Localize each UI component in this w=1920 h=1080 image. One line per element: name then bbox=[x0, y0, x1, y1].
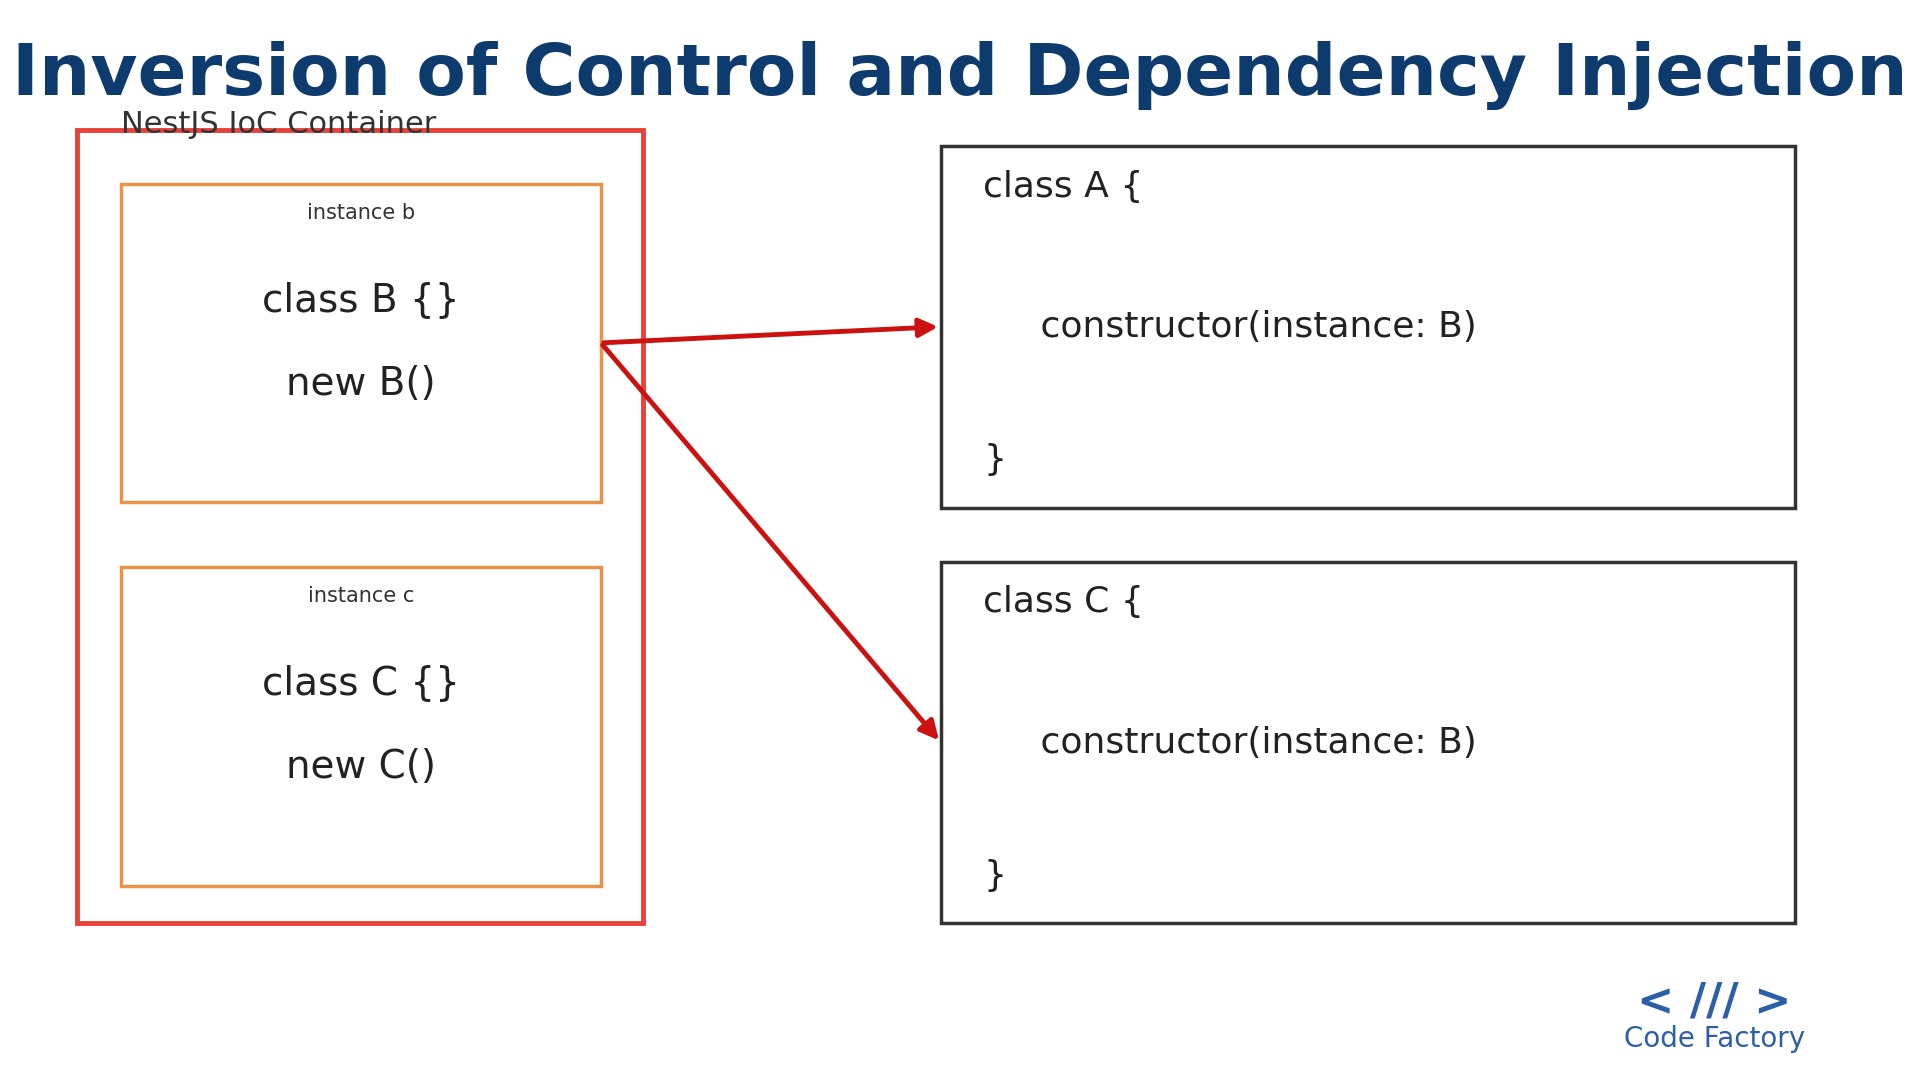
Bar bbox=[941, 146, 1795, 508]
Bar bbox=[941, 562, 1795, 923]
Text: NestJS IoC Container: NestJS IoC Container bbox=[121, 110, 436, 138]
Text: class B {}: class B {} bbox=[263, 281, 459, 319]
Text: instance b: instance b bbox=[307, 203, 415, 224]
Text: constructor(instance: B): constructor(instance: B) bbox=[1006, 726, 1476, 759]
Text: new B(): new B() bbox=[286, 365, 436, 403]
Text: Inversion of Control and Dependency Injection: Inversion of Control and Dependency Inje… bbox=[12, 41, 1908, 110]
Bar bbox=[77, 130, 643, 923]
Text: instance c: instance c bbox=[307, 586, 415, 607]
Text: < /// >: < /// > bbox=[1638, 981, 1791, 1024]
Text: Code Factory: Code Factory bbox=[1624, 1025, 1805, 1053]
Bar bbox=[121, 184, 601, 502]
Text: }: } bbox=[983, 860, 1006, 893]
Text: class C {}: class C {} bbox=[261, 664, 461, 702]
Text: class A {: class A { bbox=[983, 170, 1144, 203]
Text: class C {: class C { bbox=[983, 585, 1144, 619]
Text: }: } bbox=[983, 444, 1006, 477]
Text: new C(): new C() bbox=[286, 748, 436, 786]
Bar bbox=[121, 567, 601, 886]
Text: constructor(instance: B): constructor(instance: B) bbox=[1006, 310, 1476, 343]
